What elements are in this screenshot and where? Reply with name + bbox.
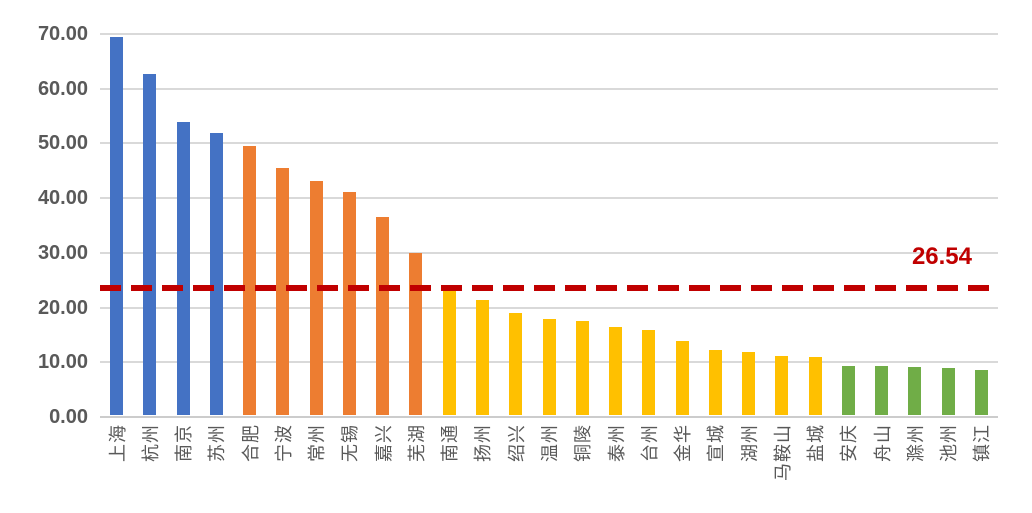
bar-铜陵 xyxy=(575,320,589,415)
bar-舟山 xyxy=(875,365,889,415)
bar-安庆 xyxy=(841,365,855,415)
x-tick-text: 台州 xyxy=(639,424,660,462)
plot-area: 26.54 xyxy=(100,33,998,418)
bar-马鞍山 xyxy=(775,355,789,415)
bar-镇江 xyxy=(974,369,988,415)
bar-盐城 xyxy=(808,357,822,415)
reference-dashed-line xyxy=(100,285,998,292)
bar-杭州 xyxy=(143,74,157,415)
bar-宣城 xyxy=(708,349,722,415)
bar-池州 xyxy=(941,367,955,415)
x-tick-text: 镇江 xyxy=(972,424,993,462)
bar-南京 xyxy=(176,121,190,415)
bar-常州 xyxy=(309,181,323,415)
y-tick-label-40.00: 40.00 xyxy=(37,187,88,210)
y-tick-label-10.00: 10.00 xyxy=(37,351,88,374)
bar-金华 xyxy=(675,341,689,415)
gridline-40 xyxy=(100,197,998,200)
x-tick-text: 合肥 xyxy=(240,424,261,462)
x-tick-text: 池州 xyxy=(939,424,960,462)
y-tick-label-20.00: 20.00 xyxy=(37,296,88,319)
y-tick-label-30.00: 30.00 xyxy=(37,241,88,264)
reference-line-label: 26.54 xyxy=(911,243,972,270)
x-tick-text: 扬州 xyxy=(473,424,494,462)
gridline-20 xyxy=(100,306,998,309)
bar-温州 xyxy=(542,318,556,415)
gridline-50 xyxy=(100,142,998,145)
bar-滁州 xyxy=(908,366,922,415)
gridline-60 xyxy=(100,87,998,90)
x-tick-text: 泰州 xyxy=(606,424,627,462)
bar-台州 xyxy=(642,330,656,415)
y-tick-label-70.00: 70.00 xyxy=(37,23,88,45)
bar-嘉兴 xyxy=(376,216,390,415)
x-tick-text: 杭州 xyxy=(140,424,161,462)
x-tick-text: 无锡 xyxy=(340,424,361,462)
x-tick-text: 常州 xyxy=(307,424,328,462)
bar-无锡 xyxy=(342,192,356,415)
x-tick-text: 上海 xyxy=(107,424,128,462)
gridline-30 xyxy=(100,251,998,254)
gridline-70 xyxy=(100,33,998,35)
y-tick-label-0.00: 0.00 xyxy=(49,406,88,428)
x-tick-text: 金华 xyxy=(673,424,694,462)
x-tick-text: 滁州 xyxy=(905,424,926,462)
bar-扬州 xyxy=(475,300,489,415)
y-tick-label-60.00: 60.00 xyxy=(37,77,88,100)
x-tick-text: 盐城 xyxy=(806,424,827,462)
x-tick-text: 湖州 xyxy=(739,424,760,462)
bar-南通 xyxy=(442,291,456,415)
x-tick-text: 南京 xyxy=(174,424,195,462)
x-axis-line xyxy=(100,416,998,418)
bar-合肥 xyxy=(243,145,257,415)
x-tick-text: 宣城 xyxy=(706,424,727,462)
x-tick-text: 马鞍山 xyxy=(772,424,793,481)
y-tick-label-50.00: 50.00 xyxy=(37,132,88,155)
x-tick-text: 苏州 xyxy=(207,424,228,462)
bar-芜湖 xyxy=(409,252,423,415)
x-tick-text: 芜湖 xyxy=(406,424,427,462)
x-tick-text: 安庆 xyxy=(839,424,860,462)
x-tick-text: 温州 xyxy=(540,424,560,462)
bar-上海 xyxy=(110,37,124,415)
bar-绍兴 xyxy=(509,313,523,415)
x-tick-text: 南通 xyxy=(440,424,461,462)
bar-泰州 xyxy=(609,327,623,415)
x-tick-text: 宁波 xyxy=(273,424,294,462)
x-tick-text: 铜陵 xyxy=(573,424,594,462)
x-tick-text: 绍兴 xyxy=(506,424,527,462)
bar-湖州 xyxy=(742,351,756,415)
bar-苏州 xyxy=(209,133,223,415)
x-tick-text: 舟山 xyxy=(872,424,893,462)
x-tick-text: 嘉兴 xyxy=(373,424,394,462)
